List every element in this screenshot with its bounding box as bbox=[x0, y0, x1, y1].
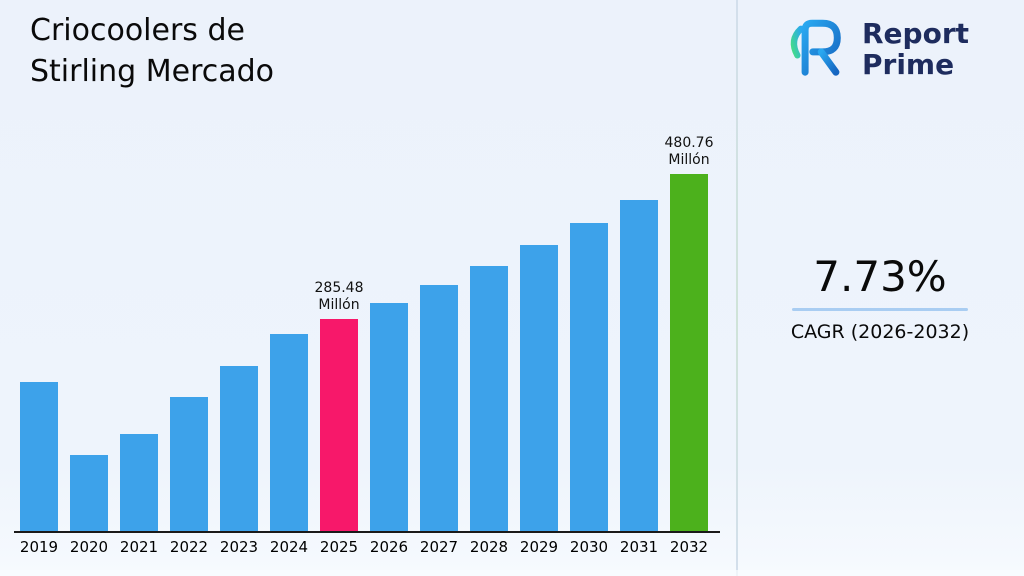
bar-2026 bbox=[370, 303, 408, 531]
report-prime-logo: Report Prime bbox=[782, 12, 969, 86]
bar-2019 bbox=[20, 382, 58, 531]
bar-column-2026: 2026 bbox=[370, 303, 408, 556]
x-axis-label-2024: 2024 bbox=[269, 538, 309, 556]
x-axis-label-2032: 2032 bbox=[669, 538, 709, 556]
cagr-stat: 7.73% CAGR (2026-2032) bbox=[738, 252, 1022, 343]
bar-column-2030: 2030 bbox=[570, 223, 608, 556]
report-prime-logo-icon bbox=[782, 12, 852, 86]
bar-column-2024: 2024 bbox=[270, 334, 308, 556]
x-axis-label-2029: 2029 bbox=[519, 538, 559, 556]
logo-text-line1: Report bbox=[862, 17, 970, 50]
vertical-divider bbox=[736, 0, 738, 576]
bar-2020 bbox=[70, 455, 108, 531]
bar-column-2023: 2023 bbox=[220, 366, 258, 556]
x-axis-label-2028: 2028 bbox=[469, 538, 509, 556]
bar-2029 bbox=[520, 245, 558, 531]
bar-column-2020: 2020 bbox=[70, 455, 108, 556]
x-axis-label-2027: 2027 bbox=[419, 538, 459, 556]
bar-column-2027: 2027 bbox=[420, 285, 458, 556]
bar-2022 bbox=[170, 397, 208, 531]
bar-2032 bbox=[670, 174, 708, 531]
bar-column-2032: 480.76 Millón 2032 bbox=[665, 135, 714, 556]
bar-column-2019: 2019 bbox=[20, 382, 58, 556]
bar-value-label-2025: 285.48 Millón bbox=[294, 280, 384, 314]
bar-2024 bbox=[270, 334, 308, 531]
report-prime-logo-text: Report Prime bbox=[862, 18, 969, 80]
bar-value-number: 285.48 bbox=[314, 280, 364, 296]
bar-2025 bbox=[320, 319, 358, 531]
bar-value-unit: Millón bbox=[668, 152, 710, 168]
bar-2023 bbox=[220, 366, 258, 531]
x-axis-label-2031: 2031 bbox=[619, 538, 659, 556]
bottom-strip bbox=[0, 570, 1024, 576]
cagr-label: CAGR (2026-2032) bbox=[790, 321, 970, 343]
bar-2021 bbox=[120, 434, 158, 531]
x-axis-label-2023: 2023 bbox=[219, 538, 259, 556]
bar-value-unit: Millón bbox=[318, 297, 360, 313]
bar-column-2025: 285.48 Millón 2025 bbox=[315, 280, 364, 556]
cagr-underline bbox=[792, 308, 968, 311]
x-axis-label-2020: 2020 bbox=[69, 538, 109, 556]
page-title-line1: Criocoolers de bbox=[30, 13, 245, 48]
bar-value-label-2032: 480.76 Millón bbox=[644, 135, 734, 169]
page-title: Criocoolers de Stirling Mercado bbox=[30, 10, 274, 92]
x-axis-label-2030: 2030 bbox=[569, 538, 609, 556]
cagr-value: 7.73% bbox=[813, 252, 947, 301]
page-title-line2: Stirling Mercado bbox=[30, 54, 275, 89]
bar-2030 bbox=[570, 223, 608, 531]
bar-2028 bbox=[470, 266, 508, 531]
bar-value-number: 480.76 bbox=[664, 135, 714, 151]
bar-column-2022: 2022 bbox=[170, 397, 208, 556]
bar-column-2031: 2031 bbox=[620, 200, 658, 556]
bar-column-2028: 2028 bbox=[470, 266, 508, 556]
x-axis-label-2022: 2022 bbox=[169, 538, 209, 556]
bar-column-2021: 2021 bbox=[120, 434, 158, 556]
x-axis-label-2026: 2026 bbox=[369, 538, 409, 556]
logo-text-line2: Prime bbox=[862, 48, 955, 81]
bar-column-2029: 2029 bbox=[520, 245, 558, 556]
x-axis-label-2021: 2021 bbox=[119, 538, 159, 556]
bar-2027 bbox=[420, 285, 458, 531]
x-axis-label-2025: 2025 bbox=[319, 538, 359, 556]
bar-chart: 2019 2020 2021 2022 2023 2024 285.48 Millón 2025… bbox=[14, 135, 720, 556]
bar-2031 bbox=[620, 200, 658, 531]
x-axis-label-2019: 2019 bbox=[19, 538, 59, 556]
